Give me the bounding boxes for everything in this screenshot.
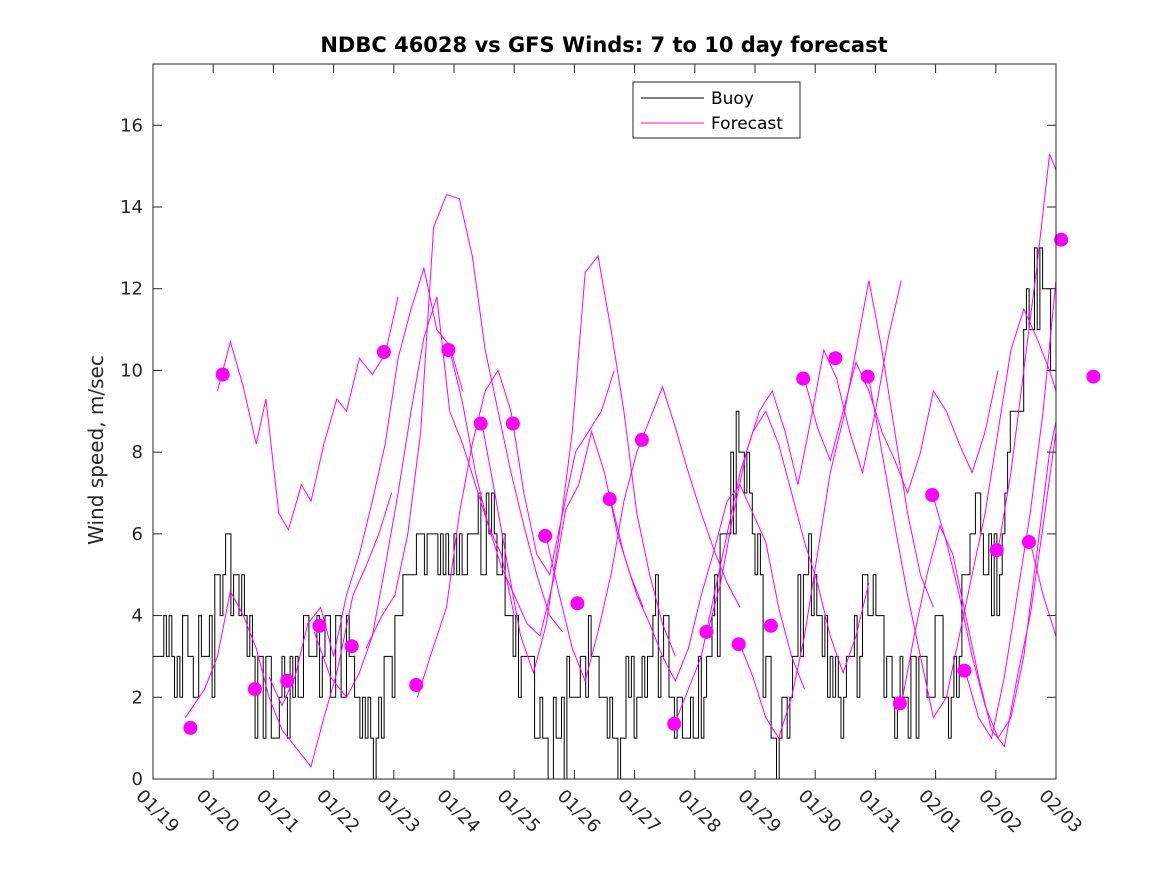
y-tick-label: 4 xyxy=(132,606,143,627)
forecast-dot-17 xyxy=(699,624,714,639)
forecast-trace-16 xyxy=(932,419,1056,740)
forecast-dot-11 xyxy=(505,416,520,431)
legend: Buoy Forecast xyxy=(632,81,801,139)
forecast-dot-15 xyxy=(634,432,649,447)
y-tick-label: 16 xyxy=(120,115,143,136)
forecast-dot-23 xyxy=(892,696,907,711)
forecast-dot-16 xyxy=(667,716,682,731)
forecast-dot-28 xyxy=(1054,232,1069,247)
forecast-dot-5 xyxy=(312,618,327,633)
forecast-dot-2 xyxy=(215,367,230,382)
y-tick-label: 0 xyxy=(132,769,143,790)
axes-box xyxy=(152,63,1057,780)
forecast-dot-19 xyxy=(763,618,778,633)
forecast-dot-8 xyxy=(409,678,424,692)
forecast-dot-29 xyxy=(1086,369,1101,384)
forecast-dot-3 xyxy=(247,682,262,697)
forecast-dot-27 xyxy=(1021,535,1036,549)
buoy-series-line xyxy=(153,247,1056,779)
forecast-dot-4 xyxy=(280,673,295,688)
forecast-trace-13 xyxy=(739,280,934,740)
forecast-dot-26 xyxy=(989,543,1004,558)
forecast-trace-19 xyxy=(900,430,1056,748)
forecast-trace-3 xyxy=(268,266,464,707)
forecast-trace-4 xyxy=(313,296,515,699)
forecast-trace-1 xyxy=(217,296,399,532)
forecast-dot-1 xyxy=(183,720,198,735)
y-tick-label: 14 xyxy=(120,197,143,218)
forecast-dot-14 xyxy=(602,492,617,507)
forecast-dot-10 xyxy=(473,416,488,431)
y-tick-label: 2 xyxy=(132,687,143,708)
legend-buoy-label: Buoy xyxy=(711,89,754,109)
forecast-trace-14 xyxy=(804,360,999,495)
forecast-dot-6 xyxy=(344,639,359,654)
forecast-trace-10 xyxy=(610,483,805,690)
forecast-dot-7 xyxy=(376,345,391,359)
forecast-dot-9 xyxy=(441,343,456,357)
y-tick-label: 8 xyxy=(132,442,143,463)
forecast-trace-2 xyxy=(184,492,393,768)
forecast-trace-18 xyxy=(997,153,1056,551)
forecast-trace-15 xyxy=(868,307,1056,720)
forecast-dot-21 xyxy=(828,351,843,366)
forecast-dot-20 xyxy=(796,371,811,386)
y-tick-label: 6 xyxy=(132,524,143,545)
forecast-dot-24 xyxy=(925,488,940,502)
y-tick-label: 10 xyxy=(120,360,143,381)
forecast-trace-12 xyxy=(707,280,902,633)
forecast-dot-25 xyxy=(957,663,972,678)
forecast-dot-13 xyxy=(570,596,585,611)
forecast-dot-12 xyxy=(538,528,553,543)
forecast-trace-20 xyxy=(1029,541,1056,638)
y-tick-label: 12 xyxy=(120,279,143,300)
forecast-dot-22 xyxy=(860,369,875,384)
forecast-dot-18 xyxy=(731,637,746,652)
forecast-trace-6 xyxy=(416,369,615,698)
forecast-trace-8 xyxy=(481,254,676,675)
legend-box xyxy=(632,81,801,139)
chart-title: NDBC 46028 vs GFS Winds: 7 to 10 day for… xyxy=(320,33,887,57)
plot-area xyxy=(153,153,1101,779)
legend-forecast-label: Forecast xyxy=(711,114,783,134)
y-axis-label: Wind speed, m/sec xyxy=(84,355,108,545)
forecast-trace-5 xyxy=(365,194,563,649)
forecast-trace-17 xyxy=(965,278,1056,740)
